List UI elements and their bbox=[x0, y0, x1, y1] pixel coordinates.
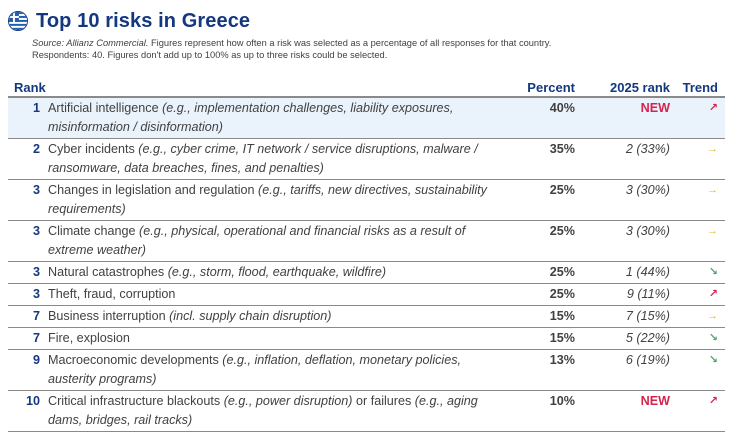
page-header: Top 10 risks in Greece Source: Allianz C… bbox=[8, 8, 748, 61]
table-row: 3 Theft, fraud, corruption 25% 9 (11%) ↗ bbox=[8, 284, 725, 306]
percent-cell: 15% bbox=[549, 331, 575, 345]
percent-cell: 40% bbox=[549, 101, 575, 115]
rank-cell: 3 bbox=[32, 224, 40, 238]
rank-cell: 1 bbox=[32, 101, 40, 115]
risk-examples: (e.g., power disruption) bbox=[223, 394, 353, 408]
risk-cell: Changes in legislation and regulation (e… bbox=[40, 181, 495, 219]
percent-cell: 35% bbox=[549, 142, 575, 156]
risk-cell: Fire, explosion bbox=[40, 329, 495, 348]
trend-down-icon: ↘ bbox=[708, 266, 718, 278]
risk-name: Macroeconomic developments bbox=[48, 353, 223, 367]
percent-cell: 25% bbox=[549, 183, 575, 197]
title-row: Top 10 risks in Greece bbox=[8, 8, 748, 34]
risk-cell: Climate change (e.g., physical, operatio… bbox=[40, 222, 495, 260]
rank-cell: 7 bbox=[32, 309, 40, 323]
column-header-percent: Percent bbox=[527, 79, 575, 95]
page-title: Top 10 risks in Greece bbox=[36, 9, 251, 32]
risk-cell: Artificial intelligence (e.g., implement… bbox=[40, 99, 495, 137]
rank-cell: 3 bbox=[32, 183, 40, 197]
trend-flat-icon: → bbox=[707, 184, 718, 196]
trend-down-icon: ↘ bbox=[708, 354, 718, 366]
table-row: 3 Natural catastrophes (e.g., storm, flo… bbox=[8, 262, 725, 284]
percent-cell: 15% bbox=[549, 309, 575, 323]
prev-rank-cell: 3 (30%) bbox=[625, 183, 670, 197]
table-row: 3 Changes in legislation and regulation … bbox=[8, 180, 725, 221]
rank-cell: 10 bbox=[25, 394, 40, 408]
table-row: 7 Business interruption (incl. supply ch… bbox=[8, 306, 725, 328]
trend-flat-icon: → bbox=[707, 225, 718, 237]
prev-rank-cell: 7 (15%) bbox=[625, 309, 670, 323]
source-note: Source: Allianz Commercial. Figures repr… bbox=[32, 37, 748, 61]
risk-name: Fire, explosion bbox=[48, 331, 130, 345]
risk-cell: Theft, fraud, corruption bbox=[40, 285, 495, 304]
column-header-2025-rank: 2025 rank bbox=[610, 79, 670, 95]
rank-cell: 2 bbox=[32, 142, 40, 156]
respondents-note: Respondents: 40. Figures don't add up to… bbox=[32, 50, 388, 60]
greece-flag-icon bbox=[8, 11, 28, 31]
percent-cell: 25% bbox=[549, 287, 575, 301]
table-row: 7 Fire, explosion 15% 5 (22%) ↘ bbox=[8, 328, 725, 350]
table-row: 1 Artificial intelligence (e.g., impleme… bbox=[8, 98, 725, 139]
trend-flat-icon: → bbox=[707, 143, 718, 155]
prev-rank-cell: NEW bbox=[640, 394, 670, 408]
risk-examples: (e.g., physical, operational and financi… bbox=[48, 224, 466, 257]
prev-rank-cell: 2 (33%) bbox=[625, 142, 670, 156]
prev-rank-cell: 3 (30%) bbox=[625, 224, 670, 238]
percent-cell: 25% bbox=[549, 224, 575, 238]
risk-name: Artificial intelligence bbox=[48, 101, 163, 115]
table-row: 9 Macroeconomic developments (e.g., infl… bbox=[8, 350, 725, 391]
risk-cell: Cyber incidents (e.g., cyber crime, IT n… bbox=[40, 140, 495, 178]
risk-table: Rank Percent 2025 rank Trend 1 Artificia… bbox=[8, 78, 725, 432]
table-row: 2 Cyber incidents (e.g., cyber crime, IT… bbox=[8, 139, 725, 180]
risk-name: Cyber incidents bbox=[48, 142, 139, 156]
prev-rank-cell: 9 (11%) bbox=[626, 287, 670, 301]
risk-examples: (incl. supply chain disruption) bbox=[169, 309, 332, 323]
rank-cell: 3 bbox=[32, 287, 40, 301]
table-header: Rank Percent 2025 rank Trend bbox=[8, 78, 725, 98]
risk-name: Theft, fraud, corruption bbox=[48, 287, 176, 301]
rank-cell: 7 bbox=[32, 331, 40, 345]
risk-cell: Natural catastrophes (e.g., storm, flood… bbox=[40, 263, 495, 282]
prev-rank-cell: NEW bbox=[640, 101, 670, 115]
table-row: 3 Climate change (e.g., physical, operat… bbox=[8, 221, 725, 262]
risk-examples: (e.g., inflation, deflation, monetary po… bbox=[48, 353, 462, 386]
risk-cell: Macroeconomic developments (e.g., inflat… bbox=[40, 351, 495, 389]
prev-rank-cell: 1 (44%) bbox=[625, 265, 670, 279]
source-label: Source: Allianz Commercial. bbox=[32, 38, 149, 48]
risk-cell: Critical infrastructure blackouts (e.g.,… bbox=[40, 392, 495, 430]
table-body: 1 Artificial intelligence (e.g., impleme… bbox=[8, 98, 725, 432]
risk-examples: (e.g., storm, flood, earthquake, wildfir… bbox=[167, 265, 387, 279]
risk-examples: (e.g., tariffs, new directives, sustaina… bbox=[48, 183, 487, 216]
rank-cell: 3 bbox=[32, 265, 40, 279]
risk-name: Business interruption bbox=[48, 309, 170, 323]
risk-name: Natural catastrophes bbox=[48, 265, 168, 279]
trend-down-icon: ↘ bbox=[708, 332, 718, 344]
risk-name: Critical infrastructure blackouts bbox=[48, 394, 224, 408]
percent-cell: 10% bbox=[549, 394, 575, 408]
column-header-rank: Rank bbox=[14, 79, 46, 95]
risk-name-continued: or failures bbox=[352, 394, 415, 408]
risk-examples: (e.g., implementation challenges, liabil… bbox=[48, 101, 454, 134]
table-row: 10 Critical infrastructure blackouts (e.… bbox=[8, 391, 725, 432]
risk-cell: Business interruption (incl. supply chai… bbox=[40, 307, 495, 326]
percent-cell: 25% bbox=[549, 265, 575, 279]
trend-up-icon: ↗ bbox=[708, 395, 718, 407]
risk-examples: (e.g., cyber crime, IT network / service… bbox=[48, 142, 478, 175]
trend-flat-icon: → bbox=[707, 310, 718, 322]
risk-name: Climate change bbox=[48, 224, 140, 238]
source-text: Figures represent how often a risk was s… bbox=[148, 38, 552, 48]
column-header-trend: Trend bbox=[682, 79, 718, 95]
prev-rank-cell: 6 (19%) bbox=[625, 353, 670, 367]
rank-cell: 9 bbox=[32, 353, 40, 367]
risk-name: Changes in legislation and regulation bbox=[48, 183, 259, 197]
trend-up-icon: ↗ bbox=[708, 102, 718, 114]
trend-up-icon: ↗ bbox=[708, 288, 718, 300]
prev-rank-cell: 5 (22%) bbox=[625, 331, 670, 345]
risk-examples-continued: (e.g., aging dams, bridges, rail tracks) bbox=[48, 394, 478, 427]
percent-cell: 13% bbox=[549, 353, 575, 367]
